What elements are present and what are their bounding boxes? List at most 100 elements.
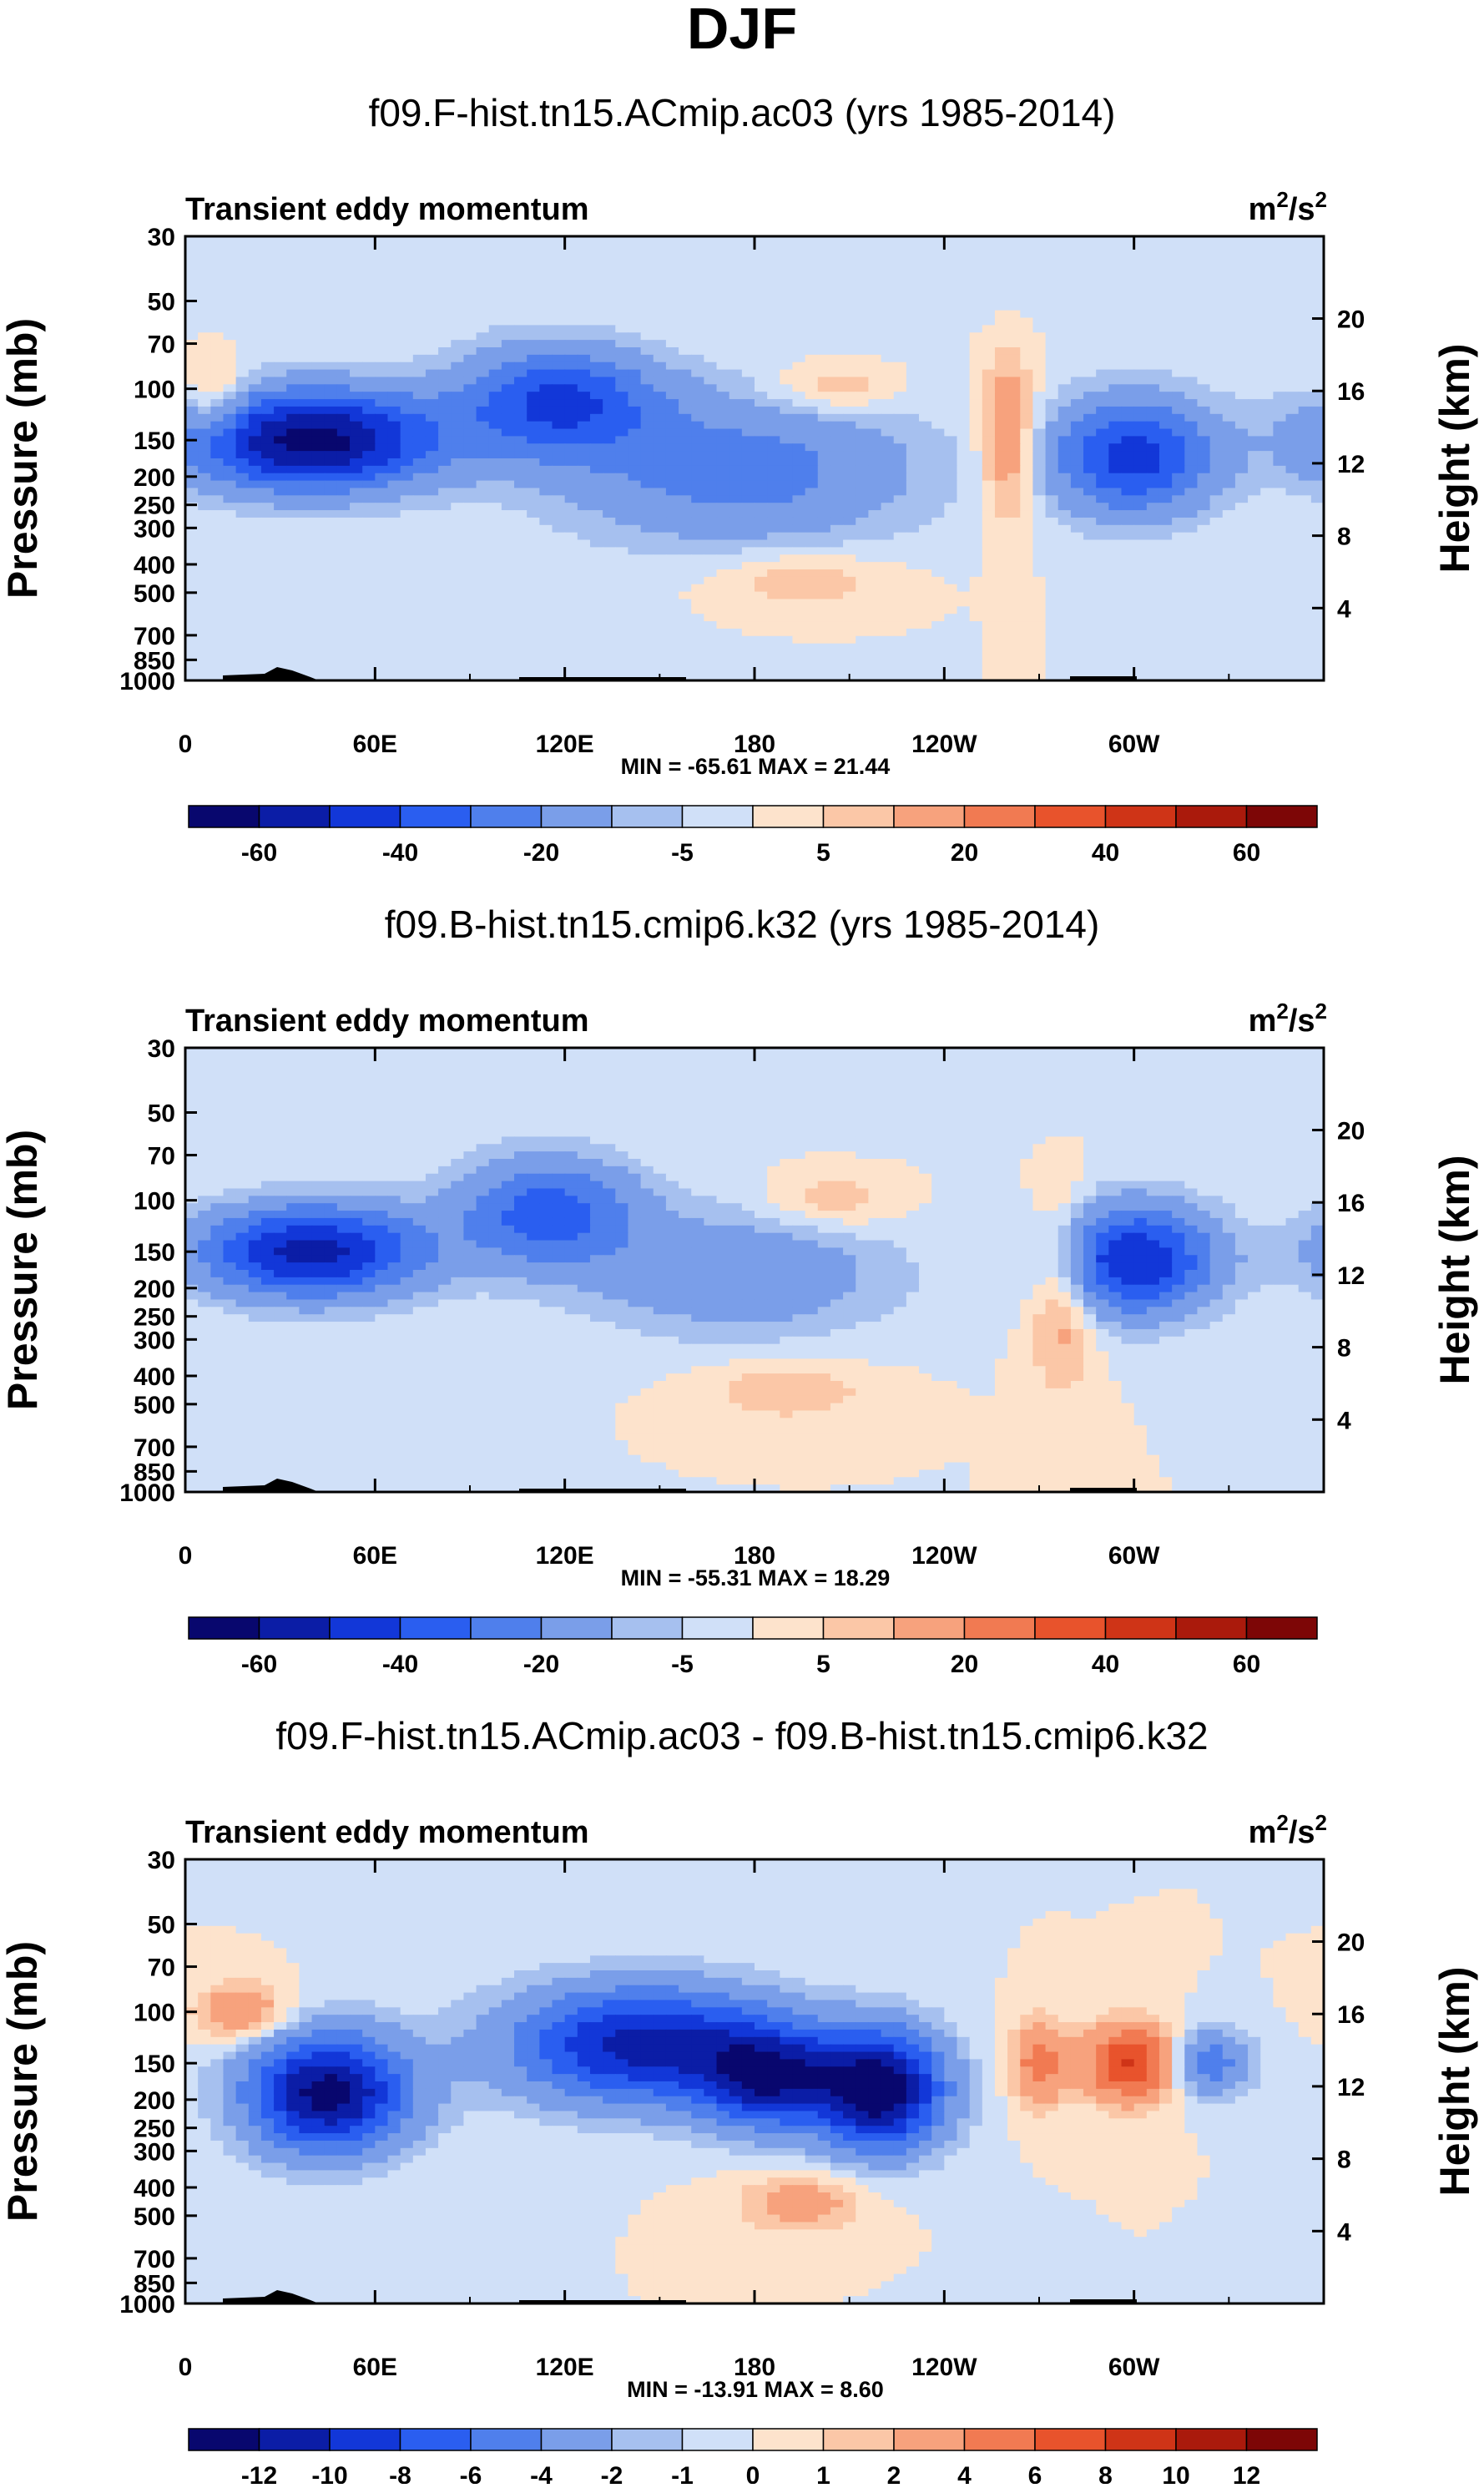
heatmap-cell	[198, 377, 211, 385]
heatmap-cell	[792, 628, 806, 637]
heatmap-cell	[957, 236, 971, 245]
heatmap-cell	[1222, 369, 1236, 378]
heatmap-cell	[336, 362, 351, 371]
heatmap-cell	[1083, 562, 1097, 570]
heatmap-cell	[919, 599, 932, 607]
heatmap-cell	[931, 325, 945, 333]
heatmap-cell	[843, 295, 856, 304]
units-exp: 2	[1315, 187, 1327, 212]
heatmap-cell	[476, 384, 490, 392]
heatmap-cell	[1260, 547, 1274, 555]
heatmap-cell	[1172, 451, 1185, 459]
heatmap-cell	[665, 354, 679, 363]
heatmap-cell	[615, 281, 629, 289]
heatmap-cell	[248, 517, 262, 526]
heatmap-cell	[589, 635, 603, 645]
heatmap-cell	[274, 547, 287, 555]
heatmap-cell	[931, 524, 945, 534]
heatmap-cell	[640, 347, 654, 356]
heatmap-cell	[1108, 614, 1123, 622]
heatmap-cell	[805, 480, 819, 489]
heatmap-cell	[1020, 332, 1034, 341]
heatmap-cell	[1285, 488, 1300, 496]
heatmap-cell	[1222, 524, 1236, 534]
heatmap-cell	[577, 539, 591, 548]
heatmap-cell	[957, 362, 971, 371]
heatmap-cell	[463, 517, 477, 526]
heatmap-cell	[868, 250, 882, 260]
heatmap-cell	[856, 302, 869, 311]
heatmap-cell	[198, 473, 211, 482]
heatmap-cell	[223, 295, 237, 304]
heatmap-cell	[856, 258, 869, 267]
heatmap-cell	[780, 243, 794, 252]
heatmap-cell	[488, 265, 502, 274]
heatmap-cell	[1146, 576, 1160, 585]
heatmap-cell	[311, 643, 326, 652]
heatmap-cell	[1133, 273, 1148, 281]
heatmap-cell	[286, 310, 300, 319]
heatmap-cell	[843, 392, 856, 400]
heatmap-cell	[1260, 310, 1274, 319]
heatmap-cell	[488, 480, 502, 489]
heatmap-cell	[248, 310, 262, 319]
heatmap-cell	[830, 503, 844, 511]
heatmap-cell	[1146, 413, 1160, 422]
heatmap-cell	[767, 458, 780, 467]
heatmap-cell	[856, 473, 869, 482]
heatmap-cell	[260, 510, 275, 518]
heatmap-cell	[1184, 250, 1199, 260]
heatmap-cell	[463, 576, 477, 585]
heatmap-cell	[603, 436, 616, 444]
heatmap-cell	[375, 421, 389, 430]
heatmap-cell	[716, 614, 730, 622]
heatmap-cell	[830, 392, 844, 400]
heatmap-cell	[299, 443, 313, 452]
heatmap-cell	[704, 273, 718, 281]
heatmap-cell	[1057, 406, 1072, 415]
heatmap-cell	[501, 517, 515, 526]
heatmap-cell	[792, 554, 806, 563]
heatmap-cell	[729, 281, 743, 289]
heatmap-cell	[780, 621, 794, 630]
heatmap-cell	[1184, 635, 1199, 645]
heatmap-cell	[362, 406, 376, 415]
heatmap-cell	[969, 310, 983, 319]
heatmap-cell	[1057, 295, 1072, 304]
heatmap-cell	[665, 473, 679, 482]
heatmap-cell	[653, 517, 667, 526]
heatmap-cell	[311, 317, 326, 326]
heatmap-cell	[931, 465, 945, 474]
heatmap-cell	[425, 288, 439, 296]
heatmap-cell	[805, 510, 819, 518]
heatmap-cell	[223, 635, 237, 645]
heatmap-cell	[615, 250, 629, 260]
heatmap-cell	[691, 384, 704, 392]
heatmap-cell	[906, 377, 920, 385]
heatmap-cell	[488, 384, 502, 392]
heatmap-cell	[350, 443, 363, 452]
heatmap-cell	[755, 458, 768, 467]
heatmap-cell	[1172, 406, 1185, 415]
heatmap-cell	[780, 384, 794, 392]
heatmap-cell	[425, 310, 439, 319]
heatmap-cell	[1248, 369, 1261, 378]
heatmap-cell	[451, 599, 465, 607]
heatmap-cell	[1108, 458, 1123, 467]
heatmap-cell	[1032, 406, 1047, 415]
heatmap-cell	[906, 413, 920, 422]
heatmap-cell	[589, 554, 603, 563]
heatmap-cell	[1172, 392, 1185, 400]
heatmap-cell	[286, 465, 300, 474]
heatmap-cell	[944, 599, 958, 607]
heatmap-cell	[805, 576, 819, 585]
heatmap-cell	[564, 584, 578, 593]
heatmap-cell	[336, 458, 351, 467]
heatmap-cell	[994, 369, 1008, 378]
heatmap-cell	[603, 465, 616, 474]
heatmap-cell	[615, 347, 629, 356]
heatmap-cell	[893, 377, 907, 385]
heatmap-cell	[1020, 340, 1034, 348]
heatmap-cell	[969, 413, 983, 422]
heatmap-cell	[767, 332, 780, 341]
